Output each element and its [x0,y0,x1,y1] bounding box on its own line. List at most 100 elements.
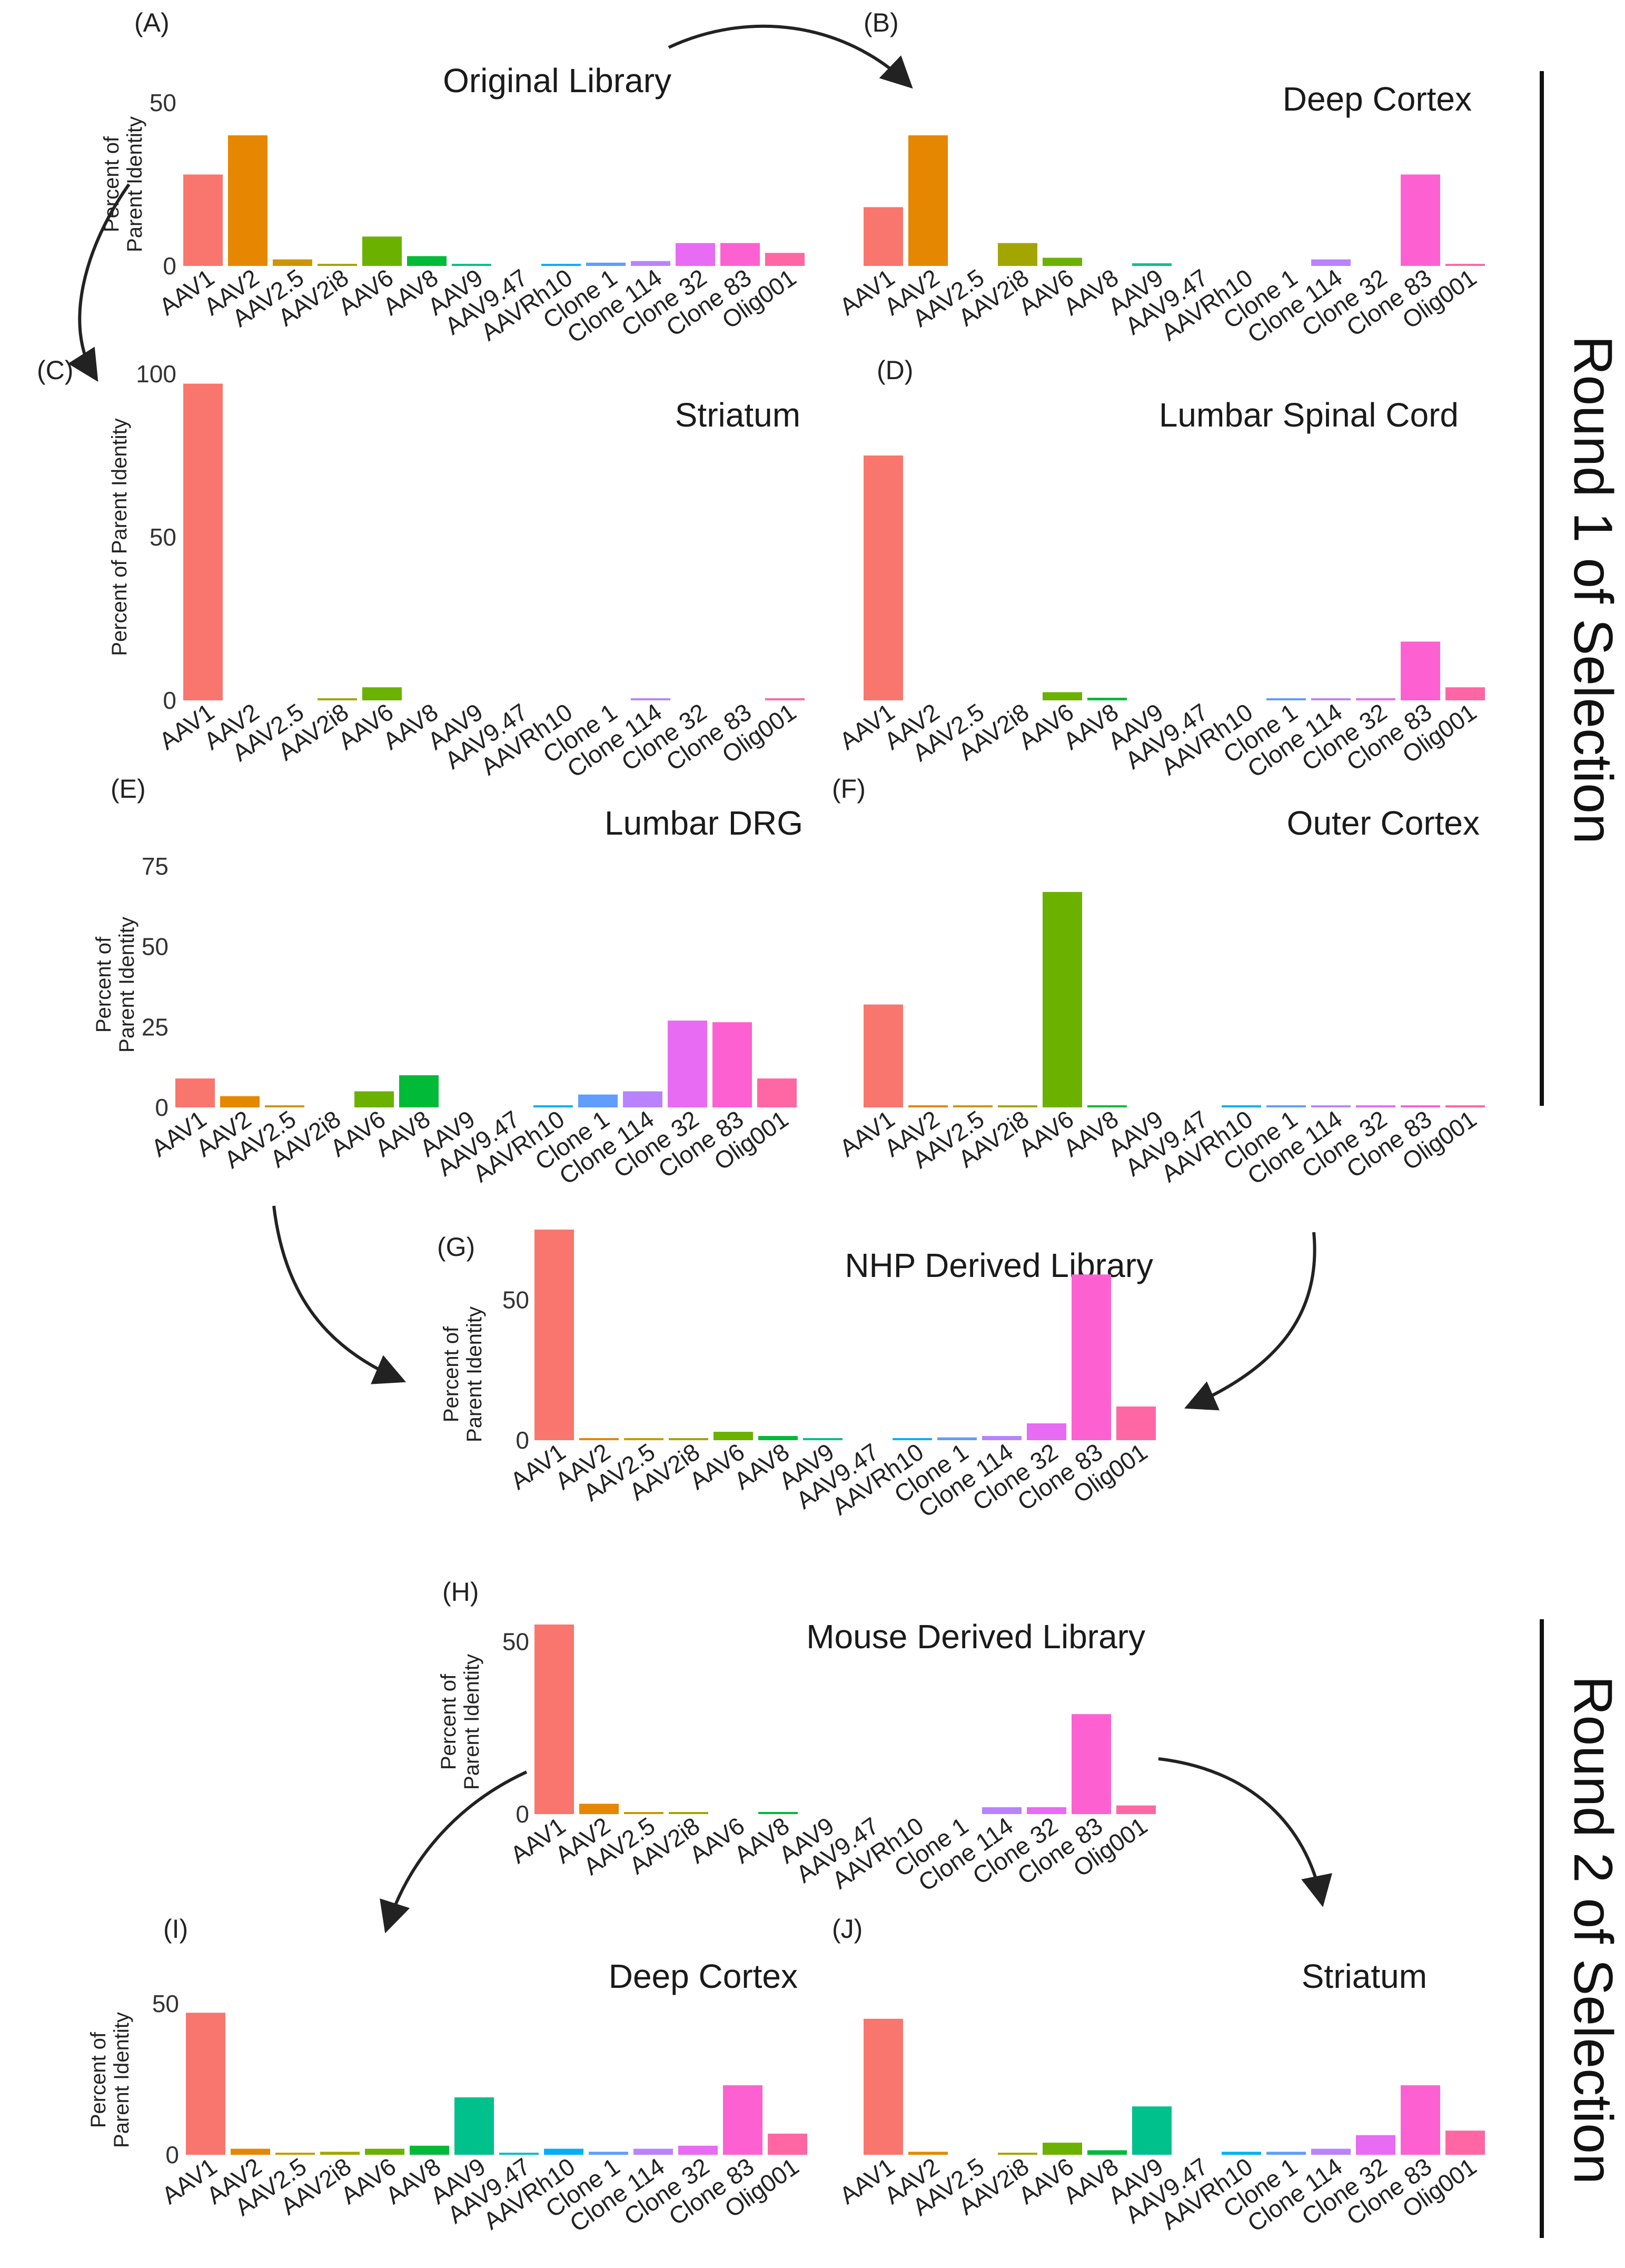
bar-clone-83 [1401,1105,1440,1107]
bar-aav9-47 [499,2153,539,2155]
bar-aav6 [714,1432,753,1440]
round-2-bracket: Round 2 of Selection [1540,1619,1623,2238]
bar-olig001 [768,2133,807,2155]
arrow-h-to-j [1158,1757,1332,1907]
bar-aav1 [534,1625,574,1814]
bar-clone-32 [676,243,715,266]
chart-panel-i: (I) Deep Cortex Percent ofParent Identity 0… [87,1914,807,2237]
bar-aav8 [399,1075,439,1107]
bar-aav6 [365,2148,404,2155]
bar-clone-83 [1401,641,1440,700]
y-axis-label-line: Percent of [440,1326,463,1422]
bar-olig001 [765,698,805,700]
chart-panel-c: (C) Striatum Percent of Parent Identity 0 50… [37,355,805,783]
panel-letter: (C) [37,355,73,385]
bar-olig001 [1445,2131,1485,2155]
bar-clone-83 [1072,1274,1111,1440]
y-tick-label: 50 [502,1628,529,1656]
bar-clone-1 [937,1437,977,1440]
y-axis-label: Percent of Parent Identity [108,418,131,656]
chart-panel-d: (D)Lumbar Spinal CordAAV1AAV2AAV2.5AAV2i… [835,355,1485,783]
bar-aav2-5 [953,1105,993,1107]
bar-aavrh10 [544,2148,583,2155]
bar-aav2-5 [273,259,312,266]
bar-aav6 [1043,257,1082,266]
bar-clone-83 [1401,174,1440,266]
round-2-label: Round 2 of Selection [1562,1676,1623,2184]
bar-clone-83 [1072,1714,1111,1814]
chart-panel-e: (E) Lumbar DRG Percent ofParent Identity 0 2… [92,774,803,1190]
bar-aav2i8 [669,1438,708,1440]
bar-olig001 [1116,1407,1156,1440]
bar-clone-114 [623,1091,662,1107]
panel-letter: (H) [442,1577,479,1607]
chart-panel-b: (B)Deep CortexAAV1AAV2AAV2.5AAV2i8AAV6AA… [835,8,1485,349]
bar-aav6 [1043,2143,1082,2155]
y-tick-label: 50 [152,1990,179,2017]
panel-letter: (B) [864,8,899,37]
chart-title: Outer Cortex [1287,804,1480,842]
y-axis-label: Percent ofParent Identity [440,1306,486,1442]
bar-clone-1 [586,262,626,266]
bar-clone-114 [631,698,670,700]
y-tick-label: 25 [142,1013,169,1041]
panel-letter: (D) [877,355,913,385]
bar-aav8 [1087,698,1127,700]
panel-letter: (E) [111,774,146,804]
bar-olig001 [765,253,805,266]
arrow-h-to-i [380,1770,528,1934]
bar-aav9 [1132,263,1172,266]
bar-aav2i8 [998,243,1037,266]
bar-clone-32 [668,1021,707,1107]
bar-aav1 [186,2013,225,2155]
round-1-bracket: Round 1 of Selection [1540,71,1623,1106]
bar-aav2i8 [320,2152,360,2155]
y-tick-label: 0 [163,687,176,714]
chart-panel-a: (A) Original Library Percent ofParent Iden… [100,8,805,349]
bar-aav2 [220,1096,260,1107]
bar-olig001 [1445,687,1485,700]
bar-clone-1 [589,2152,628,2155]
bar-aav1 [864,207,903,266]
bar-aav6 [1043,892,1082,1107]
bar-clone-114 [631,261,670,266]
y-axis-label-line: Parent Identity [463,1306,486,1442]
bar-aav1 [183,174,223,266]
bar-aav6 [362,236,402,266]
bar-aav1 [864,2018,903,2155]
bar-clone-83 [720,243,760,266]
bar-clone-1 [578,1094,618,1107]
bar-aavrh10 [541,264,581,266]
flow-arrows [68,24,1332,1934]
bar-aav2i8 [318,264,357,266]
y-axis-label-line: Percent of Parent Identity [108,418,131,656]
chart-title: Striatum [1302,1957,1427,1995]
y-axis-label-line: Percent of [92,936,115,1033]
y-tick-label: 0 [163,252,176,280]
y-tick-label: 0 [516,1800,529,1828]
y-axis-label-line: Percent of [87,2032,110,2128]
bar-aav1 [183,383,223,700]
y-axis-label: Percent ofParent Identity [92,917,138,1053]
bar-aav8 [1087,1105,1127,1107]
bar-aav8 [407,256,447,266]
bar-clone-32 [678,2145,718,2155]
y-tick-label: 50 [502,1286,529,1313]
chart-title: Lumbar Spinal Cord [1159,396,1459,434]
round-1-label: Round 1 of Selection [1562,335,1623,844]
bar-aav2-5 [275,2153,315,2155]
bar-aav9 [454,2097,494,2155]
bar-aavrh10 [1222,2152,1261,2155]
y-tick-label: 75 [142,853,169,880]
bar-clone-1 [1266,698,1306,700]
bar-aav9 [452,264,491,266]
y-tick-label: 50 [142,933,169,960]
chart-panel-j: (J)StriatumAAV1AAV2AAV2.5AAV2i8AAV6AAV8A… [832,1914,1485,2237]
bar-aav2 [908,1105,948,1107]
bar-clone-32 [1356,698,1395,700]
y-tick-label: 0 [516,1427,529,1454]
chart-title: Mouse Derived Library [806,1618,1145,1656]
